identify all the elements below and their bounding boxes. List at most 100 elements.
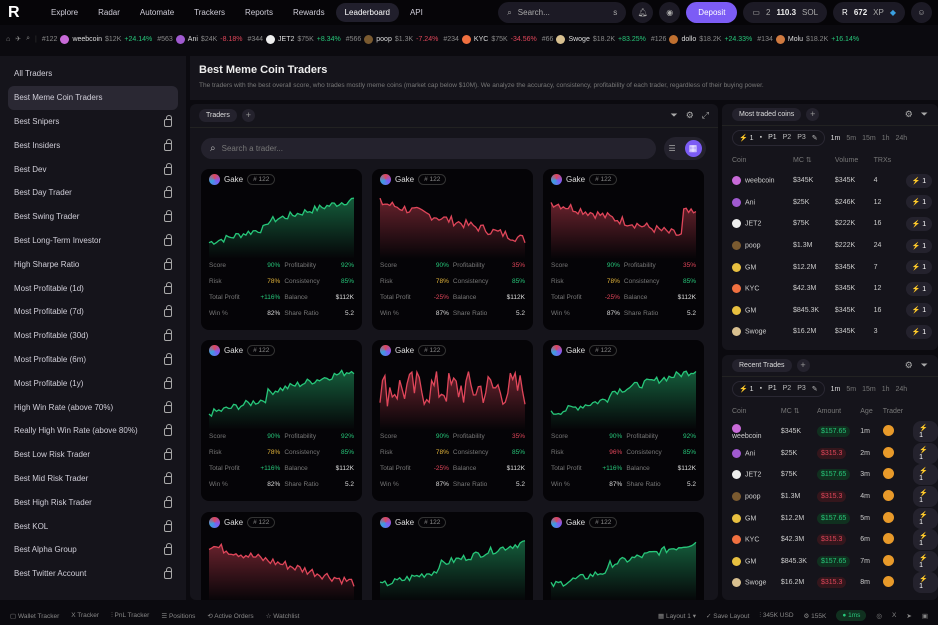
- trader-card[interactable]: Gake # 122 Score 90% Profitability 35% Risk 78%…: [372, 169, 533, 330]
- timeframe-5m[interactable]: 5m: [846, 385, 857, 393]
- nav-item-reports[interactable]: Reports: [245, 8, 274, 17]
- column-header[interactable]: TRXs: [873, 156, 892, 164]
- timeframe-1h[interactable]: 1h: [881, 385, 890, 393]
- add-tab-button[interactable]: +: [241, 109, 255, 122]
- gear-icon[interactable]: ⚙: [904, 360, 913, 370]
- search-icon[interactable]: ⌕: [26, 35, 31, 42]
- docs-icon[interactable]: ▣: [921, 612, 928, 620]
- tab-most-traded[interactable]: Most traded coins: [732, 108, 802, 121]
- gear-icon[interactable]: ⚙: [904, 109, 913, 119]
- quick-buy-button[interactable]: ⚡ 1: [913, 486, 938, 508]
- trader-avatar[interactable]: [882, 554, 894, 566]
- sidebar-item[interactable]: Best Meme Coin Traders: [8, 85, 178, 110]
- table-row[interactable]: weebcoin $345K $345K 4 ⚡ 1: [722, 170, 938, 192]
- sidebar-item[interactable]: Most Profitable (1d): [8, 276, 178, 300]
- expand-icon[interactable]: ⤢: [701, 110, 709, 120]
- quick-buy-button[interactable]: ⚡ 1: [905, 303, 933, 318]
- sidebar-item[interactable]: Really High Win Rate (above 80%): [8, 419, 178, 443]
- footer-pnl-tracker[interactable]: ⫶ PnL Tracker: [111, 611, 150, 619]
- table-row[interactable]: Swoge $16.2M $345K 3 ⚡ 1: [722, 321, 938, 343]
- grid-view-icon[interactable]: ▦: [684, 140, 702, 157]
- trader-card[interactable]: Gake # 122 Score 90% Profitability 35% Risk 78%…: [372, 340, 533, 501]
- quick-buy-button[interactable]: ⚡ 1: [905, 173, 933, 188]
- footer-wallet-tracker[interactable]: ▢ Wallet Tracker: [10, 612, 60, 620]
- ticker-item[interactable]: #134 Molu $18.2K +16.14%: [757, 34, 859, 44]
- trader-avatar[interactable]: [882, 533, 894, 545]
- trader-card[interactable]: Gake # 122: [543, 512, 704, 600]
- trader-search-input[interactable]: ⌕ Search a trader...: [201, 138, 656, 159]
- sidebar-item[interactable]: Best Swing Trader: [8, 205, 178, 229]
- quick-buy-button[interactable]: ⚡ 1: [913, 550, 938, 572]
- table-row[interactable]: Ani $25K $315.3 2m ⚡ 1: [722, 442, 938, 465]
- quick-buy-amount[interactable]: ⚡ 1: [739, 135, 754, 142]
- column-header[interactable]: Age: [860, 407, 873, 415]
- table-row[interactable]: GM $845.3K $157.65 7m ⚡ 1: [722, 550, 938, 573]
- logo-icon[interactable]: R: [8, 3, 20, 21]
- nav-item-api[interactable]: API: [409, 8, 423, 17]
- trader-card[interactable]: Gake # 122: [201, 512, 362, 600]
- quick-buy-button[interactable]: ⚡ 1: [913, 421, 938, 443]
- tab-recent-trades[interactable]: Recent Trades: [732, 359, 792, 372]
- column-header[interactable]: MC ⇅: [780, 408, 800, 415]
- table-row[interactable]: Swoge $16.2M $315.3 8m ⚡ 1: [722, 572, 938, 594]
- footer-positions[interactable]: ☰ Positions: [161, 612, 196, 620]
- table-row[interactable]: JET2 $75K $222K 16 ⚡ 1: [722, 213, 938, 235]
- trader-avatar[interactable]: [882, 468, 894, 480]
- eye-icon[interactable]: ◉: [659, 2, 681, 23]
- sidebar-item[interactable]: Best Insiders: [8, 133, 178, 157]
- quick-buy-button[interactable]: ⚡ 1: [913, 442, 938, 464]
- timeframe-24h[interactable]: 24h: [895, 385, 908, 393]
- table-row[interactable]: KYC $42.3M $315.3 6m ⚡ 1: [722, 529, 938, 551]
- search-input[interactable]: ⌕ Search... s: [498, 2, 627, 23]
- preset-p1[interactable]: P1: [768, 134, 777, 141]
- add-tab-button[interactable]: +: [806, 108, 820, 121]
- timeframe-15m[interactable]: 15m: [862, 385, 876, 393]
- ticker-item[interactable]: #234 KYC $75K -34.56%: [443, 34, 537, 44]
- profile-icon[interactable]: ☺: [911, 2, 932, 23]
- column-header[interactable]: Amount: [816, 407, 842, 415]
- timeframe-15m[interactable]: 15m: [862, 134, 876, 142]
- sidebar-item[interactable]: Best Day Trader: [8, 181, 178, 205]
- nav-item-trackers[interactable]: Trackers: [194, 8, 225, 17]
- quick-buy-button[interactable]: ⚡ 1: [905, 260, 933, 275]
- quick-buy-button[interactable]: ⚡ 1: [905, 324, 933, 339]
- quick-buy-button[interactable]: ⚡ 1: [913, 464, 938, 486]
- xp-button[interactable]: R 672 XP ◆: [833, 2, 905, 23]
- sidebar-item[interactable]: High Win Rate (above 70%): [8, 395, 178, 419]
- nav-item-radar[interactable]: Radar: [98, 8, 120, 17]
- sidebar-item[interactable]: Best Alpha Group: [8, 538, 178, 562]
- sidebar-item[interactable]: Best Long-Term Investor: [8, 229, 178, 253]
- footer-watchlist[interactable]: ☆ Watchlist: [265, 612, 300, 620]
- ticker-item[interactable]: #344 JET2 $75K +8.34%: [247, 34, 341, 44]
- trader-avatar[interactable]: [882, 425, 894, 437]
- column-header[interactable]: MC ⇅: [793, 157, 812, 164]
- nav-item-rewards[interactable]: Rewards: [293, 8, 325, 17]
- nav-item-explore[interactable]: Explore: [51, 8, 79, 17]
- trader-card[interactable]: Gake # 122 Score 90% Profitability 92% Risk 96%…: [543, 340, 704, 501]
- preset-p2[interactable]: P2: [782, 385, 792, 392]
- quick-buy-button[interactable]: ⚡ 1: [913, 529, 938, 551]
- filter-icon[interactable]: ⏷: [920, 109, 928, 119]
- timeframe-1h[interactable]: 1h: [881, 134, 890, 142]
- nav-item-leaderboard[interactable]: Leaderboard: [335, 3, 399, 22]
- preset-p3[interactable]: P3: [797, 134, 806, 141]
- sidebar-item[interactable]: Most Profitable (1y): [8, 371, 178, 395]
- table-row[interactable]: GM $845.3K $345K 16 ⚡ 1: [722, 300, 938, 322]
- quick-buy-button[interactable]: ⚡ 1: [905, 281, 933, 296]
- nav-item-automate[interactable]: Automate: [139, 8, 175, 17]
- sidebar-item[interactable]: High Sharpe Ratio: [8, 252, 178, 276]
- ticker-item[interactable]: #126 dollo $18.2K +24.33%: [651, 34, 752, 44]
- trader-card[interactable]: Gake # 122 Score 90% Profitability 92% Risk 78%…: [201, 340, 362, 501]
- save-layout-button[interactable]: ✓ Save Layout: [705, 612, 750, 620]
- column-header[interactable]: Trader: [882, 407, 904, 415]
- trader-avatar[interactable]: [882, 490, 894, 502]
- sidebar-item[interactable]: Best KOL: [8, 514, 178, 538]
- ticker-item[interactable]: #122 weebcoin $12K +24.14%: [42, 34, 152, 44]
- trader-card[interactable]: Gake # 122 Score 90% Profitability 92% Risk 78%…: [201, 169, 362, 330]
- timeframe-24h[interactable]: 24h: [895, 134, 908, 142]
- telegram-icon[interactable]: ➤: [906, 612, 912, 620]
- sidebar-item[interactable]: Most Profitable (6m): [8, 348, 178, 372]
- filter-icon[interactable]: ⏷: [920, 360, 928, 370]
- preset-p1[interactable]: P1: [768, 385, 777, 392]
- list-view-icon[interactable]: ☰: [668, 144, 676, 153]
